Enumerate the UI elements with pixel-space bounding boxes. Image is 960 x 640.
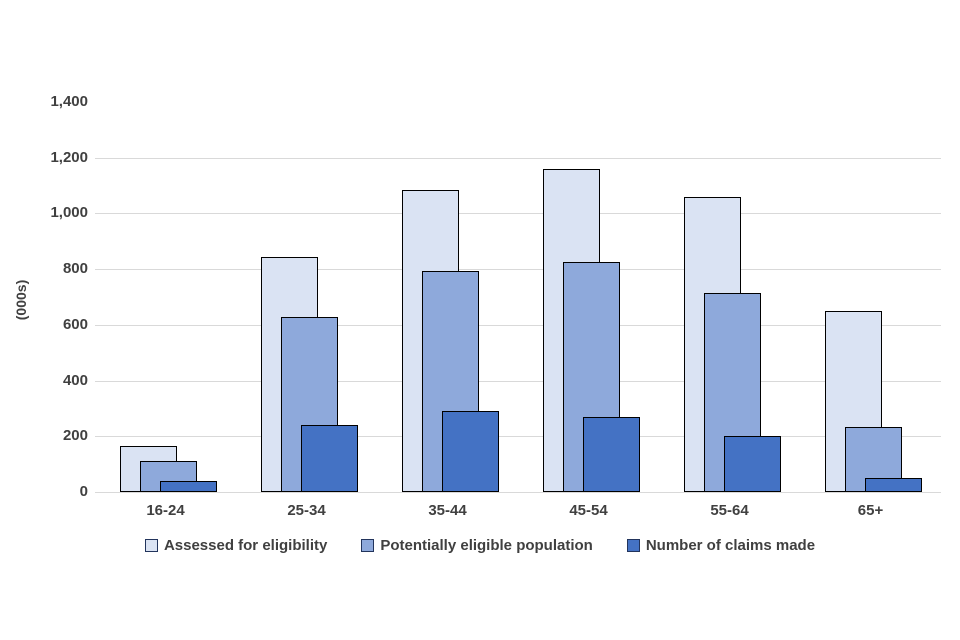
gridline [95,213,941,215]
x-category-label: 16-24 [146,502,185,519]
x-category-label: 65+ [857,502,884,519]
y-tick-label: 400 [62,371,88,389]
legend-swatch-icon [626,539,640,552]
bar-25-34-series-2 [301,425,358,492]
legend-label: Assessed for eligibility [163,537,328,554]
y-tick-label: 1,000 [50,204,88,222]
y-axis-title: (000s) [13,279,29,321]
gridline [95,380,941,382]
bar-65+-series-2 [865,478,922,492]
gridline [95,436,941,438]
legend-swatch-icon [144,539,158,552]
x-category-label: 45-54 [569,502,608,519]
gridline [95,492,941,493]
bar-16-24-series-2 [160,480,217,492]
x-category-label: 35-44 [428,502,467,519]
y-tick-label: 800 [62,260,88,278]
y-tick-label: 1,400 [50,93,88,110]
bar-35-44-series-2 [442,411,499,492]
bar-55-64-series-2 [724,436,781,492]
legend-swatch-icon [361,539,375,552]
legend-item-number-of-claims-made: Number of claims made [626,537,816,554]
y-tick-label: 600 [62,315,88,333]
legend-item-assessed-for-eligibility: Assessed for eligibility [144,537,328,554]
legend-item-potentially-eligible-population: Potentially eligible population [361,537,593,554]
bar-45-54-series-2 [583,416,640,492]
gridline [95,157,941,159]
legend: Assessed for eligibility Potentially eli… [0,537,960,554]
y-tick-label: 200 [62,427,88,445]
gridline [95,324,941,326]
x-category-label: 55-64 [710,502,749,519]
y-tick-label: 1,200 [50,148,88,166]
x-category-label: 25-34 [287,502,326,519]
plot-area [95,102,941,493]
y-tick-label: 0 [79,483,88,500]
gridline [95,269,941,271]
legend-label: Potentially eligible population [380,537,593,554]
legend-label: Number of claims made [645,537,816,554]
